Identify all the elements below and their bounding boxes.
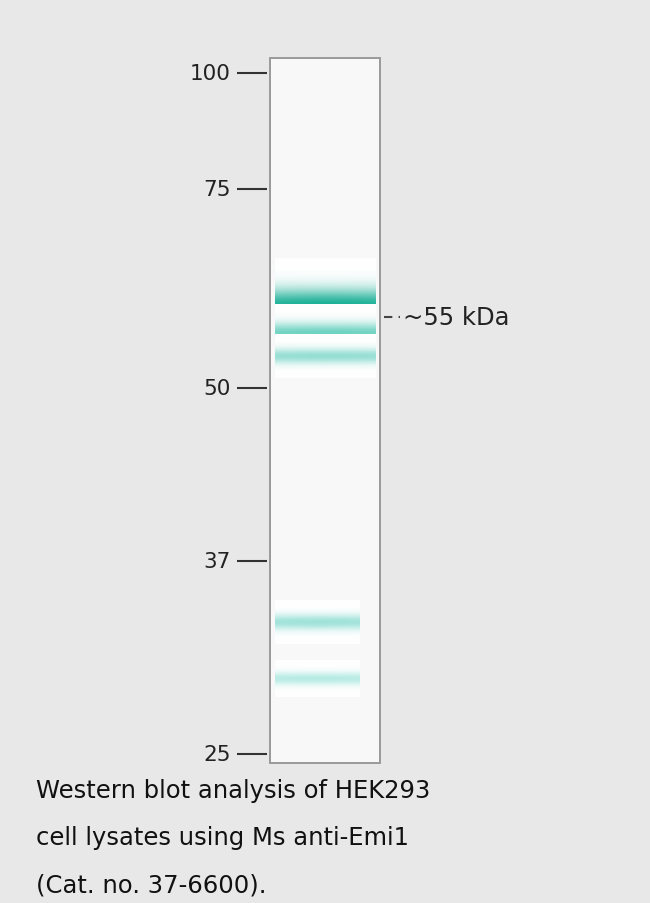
Text: 25: 25 bbox=[203, 744, 231, 764]
Text: 100: 100 bbox=[190, 64, 231, 84]
Text: cell lysates using Ms anti-Emi1: cell lysates using Ms anti-Emi1 bbox=[36, 825, 409, 850]
Text: 50: 50 bbox=[203, 378, 231, 398]
Text: 37: 37 bbox=[203, 552, 231, 572]
Text: (Cat. no. 37-6600).: (Cat. no. 37-6600). bbox=[36, 872, 266, 897]
Text: Western blot analysis of HEK293: Western blot analysis of HEK293 bbox=[36, 778, 430, 803]
Bar bbox=[270, 59, 380, 763]
Bar bbox=[270, 59, 380, 763]
Text: 75: 75 bbox=[203, 180, 231, 200]
Text: ~55 kDa: ~55 kDa bbox=[403, 306, 510, 330]
